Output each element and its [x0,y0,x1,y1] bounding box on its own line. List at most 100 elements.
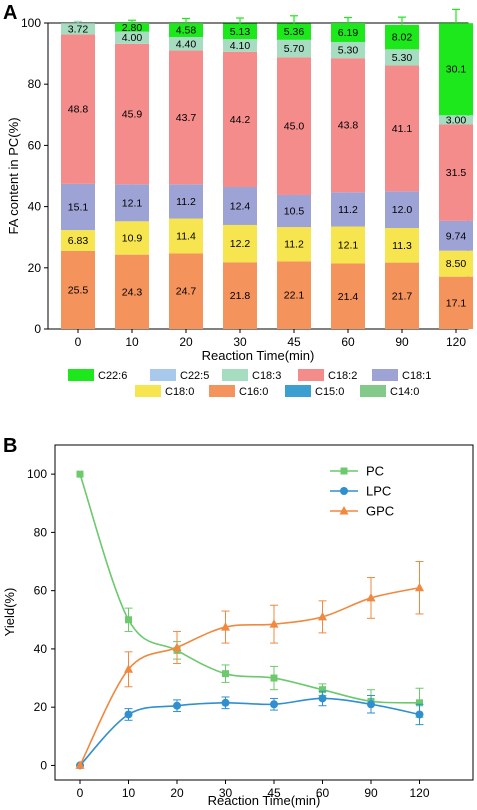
bar-segment-c18-0 [115,221,149,255]
pc-point [125,616,132,624]
bar-data-label: 48.8 [68,104,89,116]
bar-segment-c18-2 [385,65,419,192]
bar-data-label: 12.1 [338,240,359,252]
bar-data-label: 8.50 [446,258,467,270]
bar-segment-c18-1 [61,183,95,231]
legend-label: LPC [366,484,391,499]
bar-segment-c16-0 [277,261,311,329]
panel-b-x-tick-label: 30 [219,786,233,800]
bar-segment-c18-3 [385,49,419,66]
bar-segment-c18-3 [277,39,311,58]
lpc-point [173,701,181,710]
bar-data-label: 5.13 [230,26,251,38]
bar-segment-c18-0 [61,230,95,251]
bar-data-label: 45.0 [284,121,305,133]
bar-segment-c18-0 [277,227,311,262]
panel-a-y-tick-label: 80 [28,77,42,91]
panel-a-x-tick-label: 45 [287,335,301,349]
bar-data-label: 4.40 [176,38,197,50]
bar-segment-c18-0 [223,224,257,263]
legend-swatch-c22-6 [68,369,94,381]
gpc-point [366,592,376,602]
bar-segment-c18-1 [439,220,473,251]
bar-segment-c22-6 [223,23,257,40]
bar-data-label: 30.1 [446,64,467,76]
bar-segment-c16-0 [169,253,203,329]
legend-swatch-c18-2 [298,369,324,381]
panel-a-y-tick-label: 40 [28,200,42,214]
panel-a-x-tick-label: 30 [233,335,247,349]
lpc-point [415,710,424,719]
bar-data-label: 5.70 [284,43,305,55]
bar-data-label: 11.4 [176,230,196,242]
panel-a-y-tick-label: 20 [28,261,42,275]
panel-b-letter: B [3,435,17,457]
bar-segment-c18-2 [439,124,473,221]
bar-data-label: 43.7 [176,112,197,124]
legend-swatch-c18-3 [222,369,248,381]
bar-segment-c18-3 [439,115,473,125]
bar-segment-c18-3 [115,31,149,44]
legend-swatch-c22-5 [150,369,176,381]
bar-segment-c16-0 [439,276,473,329]
panel-a-x-tick-label: 60 [341,335,355,349]
bar-data-label: 11.2 [338,204,358,216]
bar-segment-c18-2 [169,50,203,185]
bar-data-label: 24.7 [176,286,197,298]
panel-b-x-tick-label: 45 [267,786,281,800]
legend-label: C22:6 [98,370,127,382]
bar-segment-c18-1 [223,187,257,225]
bar-segment-c18-0 [331,226,365,264]
bar-data-label: 5.30 [338,45,359,57]
panel-b-x-axis-title: Reaction Time(min) [208,793,321,808]
bar-segment-c16-0 [115,254,149,329]
legend-label: PC [366,464,384,479]
panel-a-y-tick-label: 0 [34,322,41,336]
panel-b-y-tick-label: 60 [34,584,48,598]
panel-a-y-tick-label: 100 [21,16,41,30]
panel-b-y-tick-label: 80 [34,525,48,539]
panel-a-letter: A [3,2,17,24]
panel-a-x-tick-label: 90 [395,335,409,349]
legend-label: GPC [366,504,394,519]
bar-segment-c18-1 [169,184,203,219]
bar-data-label: 4.10 [230,40,251,52]
bar-segment-c18-0 [169,218,203,254]
gpc-point [75,760,85,769]
lpc-point [221,698,230,707]
bar-segment-c18-0 [439,250,473,277]
bar-data-label: 10.9 [122,232,143,244]
bar-segment-c18-1 [385,191,419,229]
bar-data-label: 8.02 [392,32,413,44]
bar-segment-c16-0 [385,262,419,329]
bar-data-label: 2.80 [122,22,143,34]
panel-a-x-tick-label: 10 [125,335,139,349]
pc-point [76,470,84,478]
bar-segment-c18-3 [169,37,203,51]
bar-data-label: 12.4 [230,200,251,212]
legend-label: C15:0 [315,386,344,398]
legend-label: C18:0 [165,386,194,398]
bar-segment-c22-6 [439,23,473,116]
bar-data-label: 17.1 [446,297,467,309]
gpc-point [172,642,182,651]
gpc-point [318,611,327,621]
bar-segment-c18-2 [277,57,311,195]
bar-segment-c18-3 [61,23,95,35]
bar-segment-c22-6 [169,23,203,38]
legend-marker-gpc [339,506,349,515]
panel-a-y-axis-title: FA content in PC(%) [6,117,21,234]
bar-data-label: 9.74 [446,230,467,242]
gpc-point [415,582,424,592]
bar-segment-c16-0 [61,250,95,329]
bar-data-label: 21.7 [392,290,413,302]
bar-data-label: 21.4 [338,291,359,303]
bar-data-label: 24.3 [122,286,143,298]
bar-data-label: 31.5 [446,167,467,179]
gpc-point [124,664,133,673]
panel-b-y-tick-label: 40 [34,642,48,656]
bar-data-label: 12.2 [230,238,251,250]
legend-label: C18:3 [252,370,281,382]
panel-b-y-axis-title: Yield(%) [2,588,17,637]
